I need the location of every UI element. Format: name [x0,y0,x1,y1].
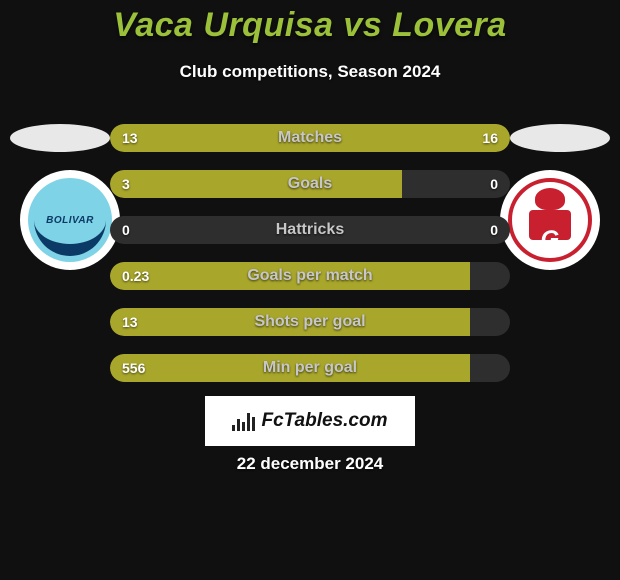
stat-label: Hattricks [110,216,510,244]
player-right-shadow [510,124,610,152]
stat-value-left: 556 [122,354,145,382]
stat-value-right: 0 [490,170,498,198]
team-badge-right-ring: G [508,178,592,262]
team-badge-left-ring: BOLIVAR [28,178,112,262]
player-left-shadow [10,124,110,152]
stat-row: 30Goals [110,170,510,198]
stat-row: 13Shots per goal [110,308,510,336]
stats-bars: 1316Matches30Goals00Hattricks0.23Goals p… [110,124,510,400]
stat-fill-right [290,124,510,152]
team-badge-left-swoosh [34,220,106,256]
stat-fill-left [110,262,470,290]
stat-row: 0.23Goals per match [110,262,510,290]
stat-fill-left [110,308,470,336]
stat-fill-left [110,170,402,198]
stat-value-left: 3 [122,170,130,198]
bar-chart-icon [232,411,255,431]
page-title: Vaca Urquisa vs Lovera [0,6,620,45]
stat-row: 556Min per goal [110,354,510,382]
watermark-text: FcTables.com [261,410,387,432]
stat-value-right: 16 [482,124,498,152]
team-badge-right: G [500,170,600,270]
team-badge-left: BOLIVAR [20,170,120,270]
stat-row: 0 0Hattricks [110,216,510,244]
watermark: FcTables.com [205,396,415,446]
stat-value-left: 0 [122,216,130,244]
stat-value-left: 13 [122,124,138,152]
team-badge-right-top-shape [535,188,565,210]
team-badge-right-letter: G [541,226,560,254]
stat-value-left: 13 [122,308,138,336]
stat-row: 1316Matches [110,124,510,152]
stat-value-left: 0.23 [122,262,149,290]
page-subtitle: Club competitions, Season 2024 [0,62,620,82]
infographic-canvas: Vaca Urquisa vs Lovera Club competitions… [0,0,620,580]
date-text: 22 december 2024 [0,454,620,474]
stat-value-right: 0 [490,216,498,244]
stat-fill-left [110,354,470,382]
